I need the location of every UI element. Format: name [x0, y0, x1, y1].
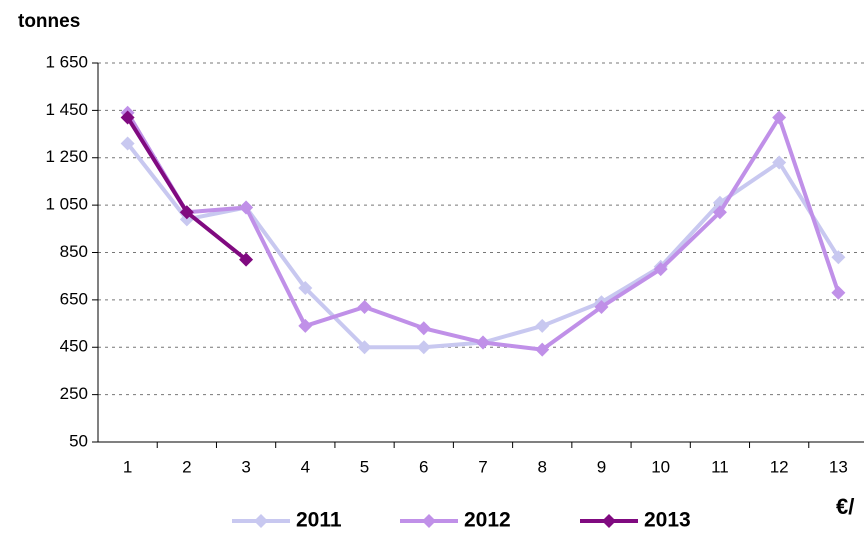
- y-axis-title: tonnes: [18, 11, 80, 32]
- point: [712, 205, 727, 220]
- series-line: [126, 142, 841, 350]
- series-line: [125, 111, 841, 352]
- y-tick-label: 1 450: [45, 100, 88, 119]
- y-tick-label: 650: [60, 289, 88, 308]
- point: [831, 285, 846, 300]
- point: [239, 252, 254, 267]
- x-tick-label: 2: [182, 457, 191, 476]
- point: [653, 262, 668, 277]
- point: [594, 299, 609, 314]
- x-tick-label: 8: [537, 457, 546, 476]
- y-tick-label: 1 250: [45, 147, 88, 166]
- legend-marker: [254, 514, 268, 528]
- point: [772, 110, 787, 125]
- point: [120, 136, 135, 151]
- point: [120, 110, 135, 125]
- x-tick-label: 11: [711, 457, 729, 476]
- legend-label: 2012: [464, 509, 511, 532]
- x-tick-label: 6: [419, 457, 428, 476]
- y-tick-label: 450: [60, 337, 88, 356]
- x-tick-label: 4: [301, 457, 310, 476]
- x-tick-label: 1: [123, 457, 132, 476]
- point: [772, 155, 787, 170]
- y-tick-label: 50: [69, 431, 88, 450]
- point: [357, 299, 372, 314]
- point: [831, 250, 846, 265]
- legend-marker: [422, 514, 436, 528]
- y-tick-label: 1 050: [45, 195, 88, 214]
- point: [298, 281, 313, 296]
- point: [298, 318, 313, 333]
- legend-marker: [602, 514, 616, 528]
- point: [476, 335, 490, 350]
- annotation: €/: [836, 494, 854, 519]
- point: [416, 340, 431, 355]
- y-tick-label: 1 650: [45, 52, 88, 71]
- point: [416, 321, 431, 336]
- x-tick-label: 9: [597, 457, 606, 476]
- legend-label: 2011: [296, 509, 342, 532]
- y-tick-label: 250: [60, 384, 88, 403]
- x-tick-label: 3: [241, 457, 250, 476]
- legend-label: 2013: [644, 509, 691, 532]
- x-tick-label: 10: [651, 457, 670, 476]
- x-tick-label: 13: [829, 457, 848, 476]
- x-tick-label: 5: [360, 457, 369, 476]
- x-tick-label: 7: [478, 457, 487, 476]
- point: [239, 200, 254, 215]
- point: [535, 342, 550, 357]
- x-tick-label: 12: [770, 457, 789, 476]
- point: [179, 205, 194, 220]
- y-tick-label: 850: [60, 242, 88, 261]
- point: [535, 318, 550, 333]
- point: [357, 340, 372, 355]
